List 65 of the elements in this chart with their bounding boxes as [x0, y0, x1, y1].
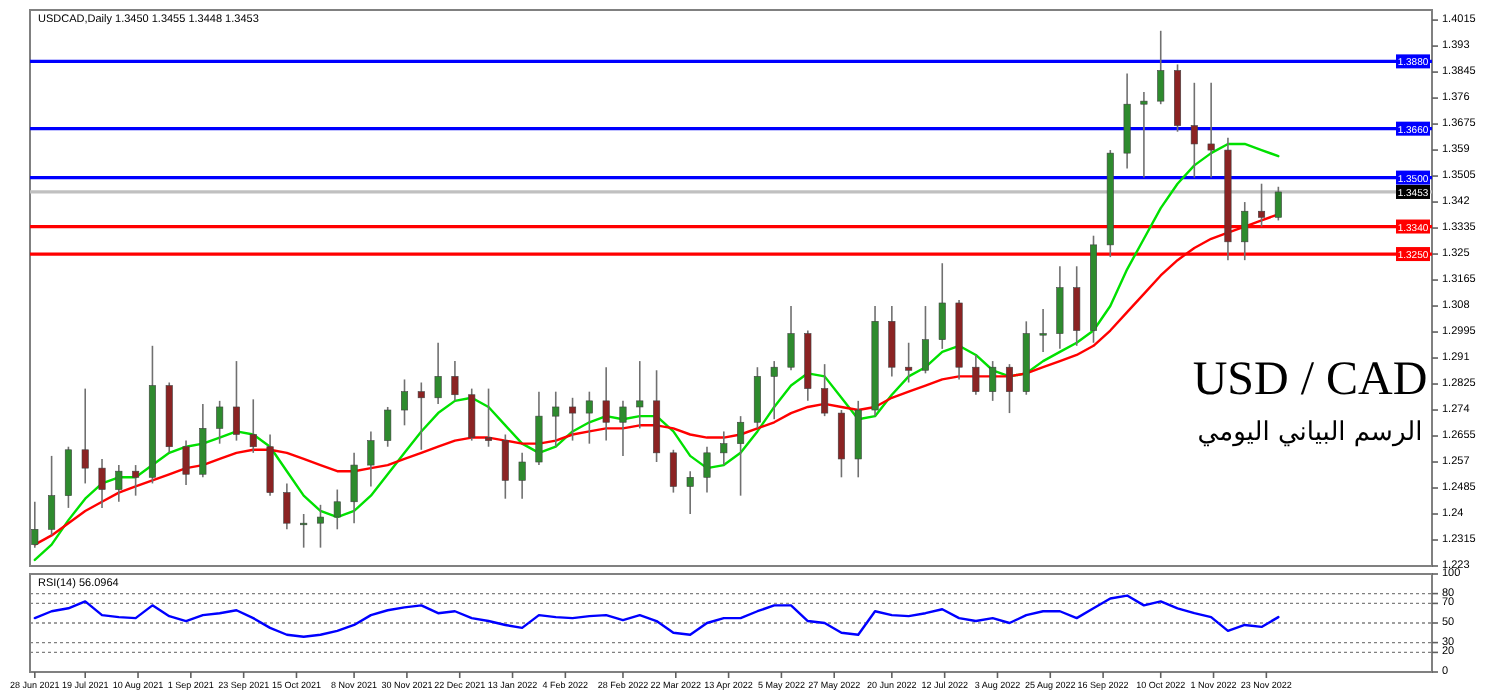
candlestick	[333, 488, 341, 531]
candlestick	[316, 504, 324, 549]
candlestick	[401, 378, 409, 427]
candlestick	[518, 452, 526, 500]
candlestick	[921, 305, 929, 375]
candlestick	[31, 500, 39, 549]
candlestick	[468, 387, 476, 442]
candlestick	[1073, 265, 1081, 347]
candlestick	[434, 341, 442, 405]
candlestick	[753, 366, 761, 430]
candlestick	[669, 448, 677, 494]
candlestick	[535, 390, 543, 466]
candlestick	[417, 381, 425, 451]
candlestick	[266, 433, 274, 497]
candlestick	[1140, 91, 1148, 179]
candlestick	[619, 400, 627, 457]
annotation: USD / CAD	[1192, 354, 1428, 406]
candlestick	[585, 390, 593, 445]
candlestick	[837, 409, 845, 479]
candlestick	[972, 354, 980, 396]
candlestick	[1241, 201, 1249, 261]
candlestick	[737, 415, 745, 497]
candlestick	[367, 430, 375, 488]
candlestick	[485, 387, 493, 448]
candlestick	[216, 400, 224, 445]
candlestick	[787, 305, 795, 372]
candlestick	[81, 387, 89, 485]
candlestick	[703, 445, 711, 494]
candlestick	[1157, 30, 1165, 105]
candlestick	[501, 433, 509, 500]
candlestick	[384, 406, 392, 448]
candlestick	[232, 360, 240, 442]
candlestick	[182, 439, 190, 486]
candlestick	[602, 366, 610, 442]
candlestick	[1258, 182, 1266, 228]
candlestick	[636, 360, 644, 430]
candlestick	[283, 482, 291, 531]
candlestick	[64, 445, 72, 509]
candlestick	[300, 513, 308, 549]
candlestick	[905, 341, 913, 384]
candlestick	[1056, 265, 1064, 350]
candlestick	[720, 430, 728, 466]
candlestick	[115, 464, 123, 503]
candlestick	[938, 262, 946, 350]
candlestick	[1190, 81, 1198, 179]
candlestick	[821, 363, 829, 417]
candlestick	[1005, 363, 1013, 414]
candlestick	[451, 360, 459, 402]
candlestick	[98, 458, 106, 509]
candlestick	[249, 398, 257, 454]
candlestick	[686, 470, 694, 515]
candlestick	[1274, 185, 1282, 222]
candlestick	[888, 305, 896, 378]
candlestick	[48, 455, 56, 537]
candlestick	[989, 360, 997, 402]
candlestick	[569, 396, 577, 442]
line-series	[33, 594, 1280, 638]
candlestick	[1039, 308, 1047, 353]
candlestick	[132, 464, 140, 497]
annotation: الرسم البياني اليومي	[1197, 418, 1423, 448]
candlestick	[552, 390, 560, 448]
candlestick	[199, 403, 207, 479]
candlestick	[350, 452, 358, 524]
candlestick	[1207, 81, 1215, 179]
candlestick	[770, 360, 778, 420]
